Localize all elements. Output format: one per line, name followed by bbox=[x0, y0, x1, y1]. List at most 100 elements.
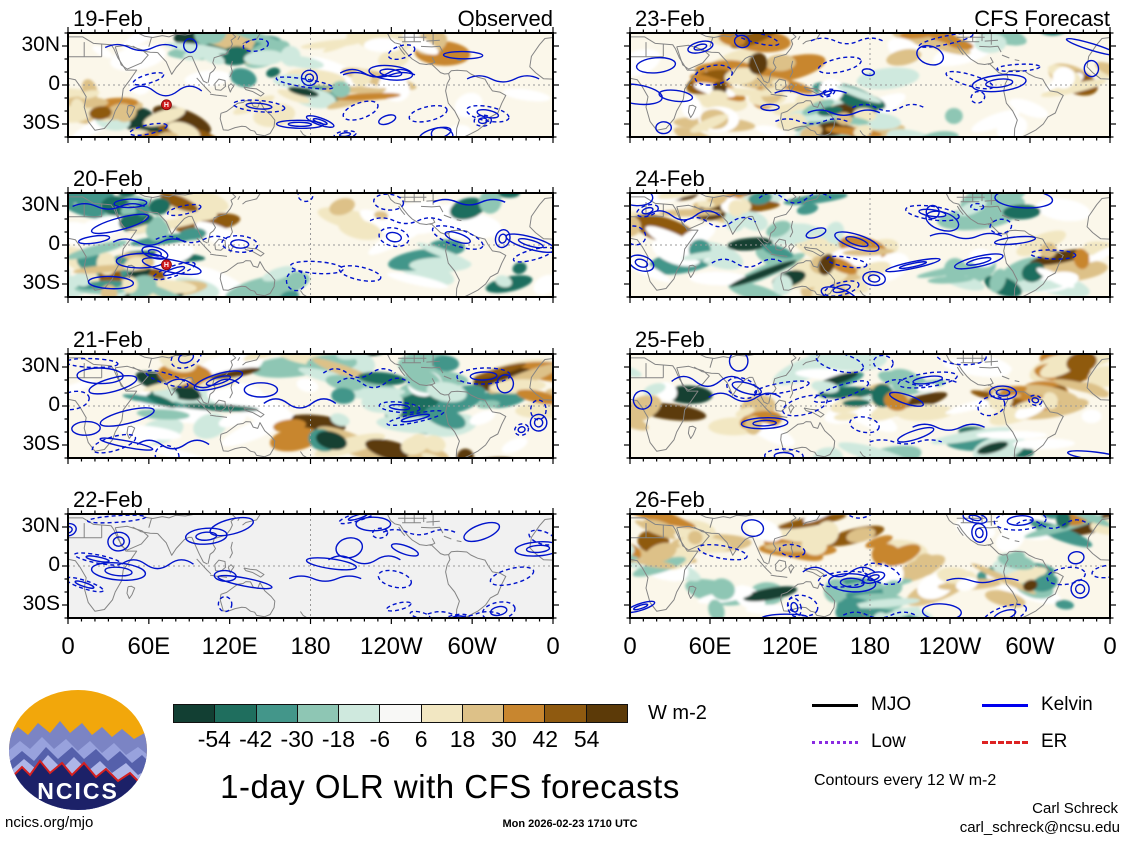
panel-date-label: 20-Feb bbox=[73, 166, 143, 191]
x-axis-label: 0 bbox=[1103, 633, 1117, 660]
x-axis-label: 60W bbox=[447, 633, 497, 660]
panel-date-label: 21-Feb bbox=[73, 327, 143, 352]
colorbar-tick-label: 18 bbox=[449, 726, 476, 752]
y-axis-label: 0 bbox=[48, 232, 60, 255]
svg-text:H: H bbox=[164, 262, 169, 269]
x-axis-label: 0 bbox=[61, 633, 75, 660]
colorbar-tick-label: 30 bbox=[491, 726, 517, 752]
map-25-feb bbox=[624, 348, 1116, 464]
author-credit: Carl Schreck bbox=[1032, 800, 1118, 817]
map-23-feb bbox=[624, 27, 1116, 143]
colorbar-cell bbox=[586, 705, 627, 722]
colorbar-cell bbox=[545, 705, 587, 722]
contour-interval-note: Contours every 12 W m-2 bbox=[814, 772, 997, 789]
y-axis-label: 30N bbox=[21, 514, 60, 537]
colorbar-cell bbox=[297, 705, 340, 722]
colorbar-cell bbox=[462, 705, 505, 722]
figure-title: 1-day OLR with CFS forecasts bbox=[220, 768, 680, 805]
legend-line-mjo bbox=[812, 703, 858, 707]
colorbar-tick-label: -18 bbox=[321, 726, 356, 752]
legend-label: MJO bbox=[871, 694, 912, 715]
legend-line-kelvin bbox=[982, 703, 1028, 707]
map-24-feb bbox=[624, 187, 1116, 303]
y-axis-label: 30S bbox=[22, 432, 60, 455]
panel-date-label: 23-Feb bbox=[635, 6, 705, 31]
colorbar-cell bbox=[380, 705, 422, 722]
panel-21-feb: 21-Feb bbox=[62, 327, 559, 464]
legend-item-kelvin: Kelvin bbox=[982, 694, 1132, 716]
colorbar-tick-label: -6 bbox=[369, 726, 391, 752]
x-axis-label: 60E bbox=[688, 633, 732, 660]
map-26-feb bbox=[624, 508, 1116, 624]
x-axis-label: 120W bbox=[918, 633, 982, 660]
colorbar-cell bbox=[504, 705, 546, 722]
panel-23-feb: 23-Feb CFS Forecast bbox=[624, 6, 1116, 143]
x-axis-label: 0 bbox=[623, 633, 637, 660]
panel-date-label: 19-Feb bbox=[73, 6, 143, 31]
panel-26-feb: 26-Feb bbox=[624, 487, 1116, 624]
legend-label: Kelvin bbox=[1041, 694, 1093, 715]
x-axis-label: 120E bbox=[201, 633, 258, 660]
panel-20-feb: 20-Feb H bbox=[62, 166, 559, 303]
ncics-logo-text: NCICS bbox=[37, 778, 119, 804]
colorbar-cell bbox=[174, 705, 216, 722]
x-axis-label: 180 bbox=[290, 633, 331, 660]
y-axis-label: 30N bbox=[21, 354, 60, 377]
x-axis-label: 60W bbox=[1005, 633, 1055, 660]
x-axis-label: 120W bbox=[359, 633, 423, 660]
panel-date-label: 26-Feb bbox=[635, 487, 705, 512]
colorbar-tick-label: 6 bbox=[414, 726, 428, 752]
y-axis-label: 30N bbox=[21, 193, 60, 216]
map-21-feb bbox=[62, 348, 559, 464]
legend-line-er bbox=[982, 740, 1028, 744]
x-axis-label: 60E bbox=[127, 633, 171, 660]
y-axis-label: 0 bbox=[48, 72, 60, 95]
generation-timestamp: Mon 2026-02-23 1710 UTC bbox=[502, 818, 638, 830]
ncics-logo: NCICS bbox=[8, 689, 148, 811]
svg-text:H: H bbox=[164, 102, 169, 109]
legend-item-er: ER bbox=[982, 731, 1132, 753]
panel-19-feb: 19-Feb Observed H bbox=[62, 6, 559, 143]
legend-label: Low bbox=[871, 731, 906, 752]
panel-corner-label: Observed bbox=[457, 6, 553, 31]
tropical-cyclone-marker: H bbox=[161, 99, 172, 111]
legend-item-low: Low bbox=[812, 731, 982, 753]
map-19-feb: H bbox=[62, 27, 559, 143]
y-axis-label: 30S bbox=[22, 592, 60, 615]
panel-corner-label: CFS Forecast bbox=[974, 6, 1110, 31]
x-axis-label: 120E bbox=[761, 633, 819, 660]
colorbar-cell bbox=[256, 705, 298, 722]
author-email: carl_schreck@ncsu.edu bbox=[959, 819, 1120, 836]
tropical-cyclone-marker: H bbox=[161, 259, 172, 271]
y-axis-label: 30S bbox=[22, 111, 60, 134]
legend-line-low bbox=[812, 740, 858, 744]
colorbar-tick-label: -54 bbox=[197, 726, 231, 752]
x-axis-label: 0 bbox=[546, 633, 560, 660]
panel-22-feb: 22-Feb bbox=[62, 487, 559, 624]
panel-25-feb: 25-Feb bbox=[624, 327, 1116, 464]
colorbar-tick-label: -42 bbox=[239, 726, 273, 752]
y-axis-label: 30N bbox=[21, 33, 60, 56]
colorbar bbox=[173, 704, 628, 723]
map-20-feb: H bbox=[62, 187, 559, 303]
legend-label: ER bbox=[1041, 731, 1068, 752]
panel-date-label: 24-Feb bbox=[635, 166, 705, 191]
panel-24-feb: 24-Feb bbox=[624, 166, 1116, 303]
ncics-logo-graphic: NCICS bbox=[9, 690, 147, 810]
x-axis-label: 180 bbox=[849, 633, 891, 660]
site-url: ncics.org/mjo bbox=[5, 814, 94, 831]
map-22-feb bbox=[62, 508, 559, 624]
y-axis-label: 30S bbox=[22, 271, 60, 294]
y-axis-label: 0 bbox=[48, 393, 60, 416]
colorbar-tick-label: -30 bbox=[280, 726, 314, 752]
colorbar-cell bbox=[339, 705, 381, 722]
colorbar-units-label: W m-2 bbox=[648, 702, 707, 724]
colorbar-tick-label: 54 bbox=[573, 726, 600, 752]
colorbar-cell bbox=[215, 705, 257, 722]
contour-legend: MJO Kelvin Low ER bbox=[812, 694, 1132, 753]
panel-date-label: 25-Feb bbox=[635, 327, 705, 352]
colorbar-tick-label: 42 bbox=[532, 726, 559, 752]
y-axis-label: 0 bbox=[48, 553, 60, 576]
colorbar-cell bbox=[421, 705, 463, 722]
